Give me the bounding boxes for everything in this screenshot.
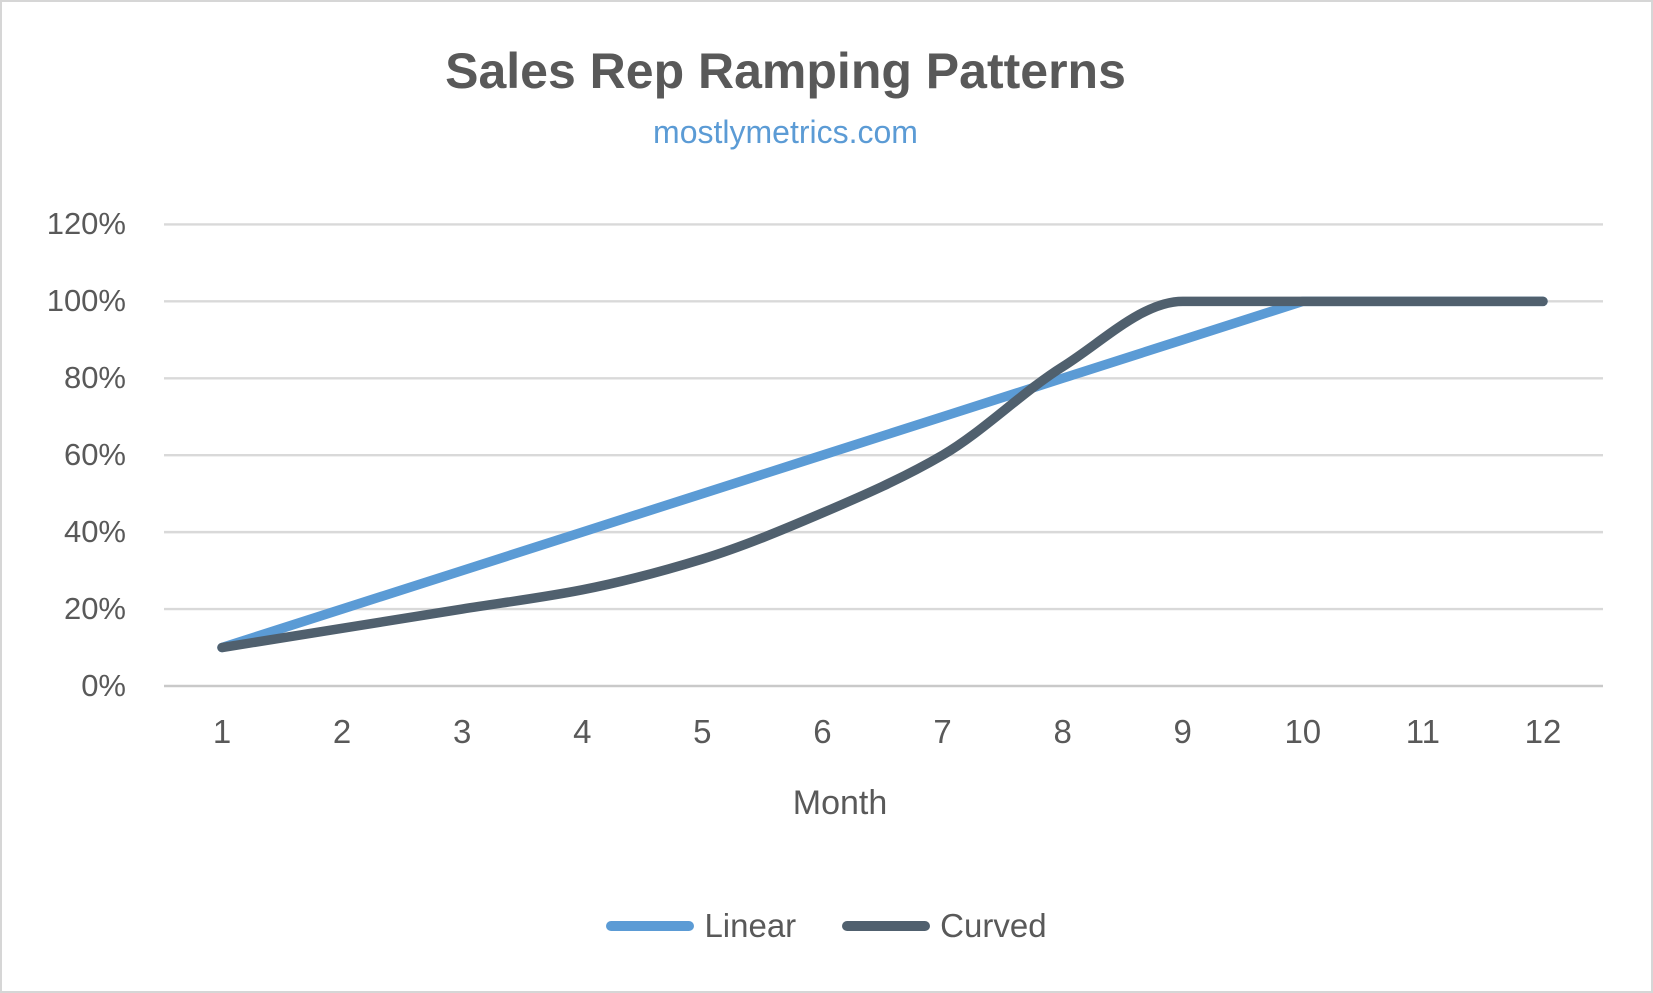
legend-swatch-linear: [606, 921, 695, 931]
legend-item-linear: Linear: [606, 907, 796, 945]
y-tick-label: 120%: [46, 206, 126, 242]
y-tick-label: 100%: [46, 283, 126, 319]
x-axis-title: Month: [792, 784, 888, 822]
x-tick-label: 4: [573, 713, 592, 750]
y-tick-label: 40%: [63, 514, 126, 550]
x-tick-label: 5: [693, 713, 712, 750]
x-tick-label: 10: [1284, 713, 1322, 750]
x-tick-label: 11: [1405, 713, 1441, 750]
x-tick-label: 3: [452, 713, 472, 750]
legend-label: Linear: [704, 907, 797, 944]
chart-subtitle: mostlymetrics.com: [653, 114, 918, 150]
chart-header: Sales Rep Ramping Patterns mostlymetrics…: [2, 2, 1610, 151]
chart-title: Sales Rep Ramping Patterns: [445, 43, 1126, 99]
x-tick-label: 8: [1053, 713, 1072, 750]
series-line-curved: [217, 296, 1548, 653]
legend-item-curved: Curved: [842, 907, 1047, 945]
y-tick-label: 0%: [81, 668, 126, 703]
legend: Linear Curved: [2, 904, 1651, 948]
series-line-linear: [217, 296, 1548, 653]
x-tick-label: 6: [813, 713, 832, 750]
y-tick-label: 20%: [63, 591, 126, 627]
x-tick-label: 9: [1173, 713, 1192, 750]
y-tick-label: 80%: [63, 360, 126, 396]
legend-label: Curved: [940, 907, 1047, 944]
y-tick-label: 60%: [63, 437, 126, 473]
x-tick-label: 2: [332, 713, 352, 750]
x-tick-label: 7: [933, 713, 952, 750]
legend-swatch-curved: [842, 921, 931, 931]
x-tick-label: 12: [1524, 713, 1562, 750]
x-tick-label: 1: [212, 713, 232, 750]
